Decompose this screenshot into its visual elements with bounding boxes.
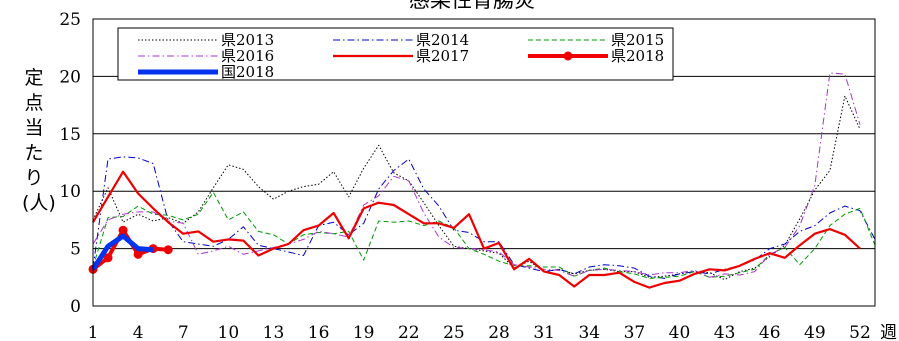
x-tick-label: 4	[133, 323, 144, 341]
x-tick-label: 19	[353, 323, 375, 341]
y-axis-ticks: 0 5 10 15 20 25	[59, 10, 81, 317]
x-tick-label: 49	[804, 323, 826, 341]
series-line-3	[92, 72, 861, 278]
series-point	[103, 253, 113, 263]
series-line-4	[92, 170, 861, 289]
chart-title: 感染性胃腸炎	[409, 0, 535, 12]
y-tick-label: 0	[70, 297, 81, 317]
legend-marker	[563, 51, 573, 61]
x-tick-label: 10	[218, 323, 240, 341]
x-tick-label: 25	[443, 323, 465, 341]
series-point	[118, 225, 128, 235]
x-tick-label: 40	[669, 323, 691, 341]
series-line-0	[92, 95, 861, 281]
series-point	[133, 249, 143, 259]
y-axis-label: 定点当たり(人)	[22, 67, 56, 214]
legend-label: 県2018	[611, 47, 664, 65]
x-tick-label: 28	[488, 323, 510, 341]
x-tick-label: 16	[308, 323, 330, 341]
legend-label: 県2014	[416, 31, 469, 49]
legend-label: 国2018	[221, 63, 274, 81]
series-line-1	[92, 156, 876, 279]
y-tick-label: 20	[59, 67, 81, 87]
x-tick-label: 22	[398, 323, 420, 341]
x-tick-label: 43	[714, 323, 736, 341]
x-tick-label: 7	[178, 323, 189, 341]
series-line-6	[90, 233, 154, 271]
x-tick-label: 37	[624, 323, 646, 341]
x-tick-label: 13	[263, 323, 285, 341]
x-tick-label: 46	[759, 323, 781, 341]
x-tick-label: 1	[88, 323, 99, 341]
x-axis-unit-label: 週	[880, 323, 897, 341]
y-tick-label: 10	[59, 182, 81, 202]
y-tick-label: 5	[70, 240, 81, 260]
x-tick-label: 52	[849, 323, 871, 341]
legend-label: 県2015	[611, 31, 664, 49]
y-tick-label: 25	[59, 10, 81, 30]
x-tick-label: 34	[578, 323, 600, 341]
plot-area-frame	[92, 18, 876, 307]
x-tick-label: 31	[533, 323, 555, 341]
x-axis-ticks: 1 4 7 10 13 16 19 22 25 28 31 34 37 40 43 46 49 52	[88, 323, 871, 341]
legend-label: 県2016	[221, 47, 274, 65]
y-tick-label: 15	[59, 125, 81, 145]
legend: 県2013 県2014 県2015 県2016 県2017 県2018 国2018	[117, 27, 674, 81]
grid-lines	[93, 75, 875, 250]
series-line-2	[92, 191, 876, 279]
legend-label: 県2017	[416, 47, 469, 65]
series-lines	[88, 72, 876, 289]
series-point	[163, 245, 173, 255]
legend-label: 県2013	[221, 31, 274, 49]
